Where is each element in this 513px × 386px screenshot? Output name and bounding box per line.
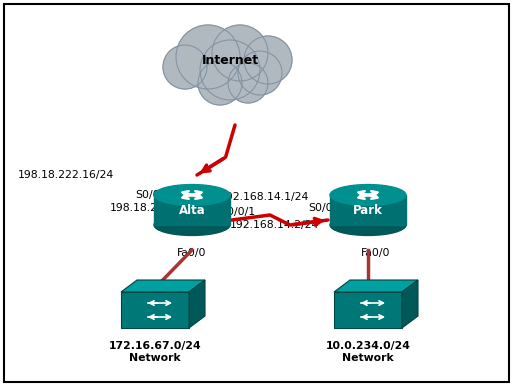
Polygon shape	[402, 280, 418, 328]
Circle shape	[200, 40, 260, 100]
Polygon shape	[121, 280, 205, 292]
Circle shape	[176, 25, 240, 89]
Bar	[154, 195, 230, 225]
Circle shape	[163, 45, 207, 89]
Ellipse shape	[154, 215, 230, 235]
Text: Network: Network	[342, 353, 394, 363]
Text: Internet: Internet	[202, 54, 259, 66]
Ellipse shape	[154, 185, 230, 205]
Polygon shape	[121, 292, 189, 328]
Polygon shape	[334, 292, 402, 328]
Text: Park: Park	[353, 203, 383, 217]
Ellipse shape	[330, 215, 406, 235]
Text: S0/0/0: S0/0/0	[308, 203, 343, 213]
Text: 198.18.222.16/24: 198.18.222.16/24	[18, 170, 114, 180]
Circle shape	[198, 61, 242, 105]
Polygon shape	[334, 280, 418, 292]
Text: 192.168.14.2/24: 192.168.14.2/24	[230, 220, 320, 230]
Circle shape	[244, 36, 292, 84]
Text: S0/0/1: S0/0/1	[220, 207, 255, 217]
Ellipse shape	[330, 185, 406, 205]
Text: 192.168.14.1/24: 192.168.14.1/24	[220, 192, 309, 202]
Text: Fa0/0: Fa0/0	[361, 248, 391, 258]
Bar	[330, 195, 406, 225]
Circle shape	[238, 51, 282, 95]
Text: Alta: Alta	[179, 203, 205, 217]
Circle shape	[228, 63, 268, 103]
Text: Fa0/0: Fa0/0	[177, 248, 207, 258]
Polygon shape	[189, 280, 205, 328]
Text: 198.18.222.15/24: 198.18.222.15/24	[110, 203, 206, 213]
Circle shape	[212, 25, 268, 81]
Text: S0/0/0: S0/0/0	[135, 190, 170, 200]
Text: Network: Network	[129, 353, 181, 363]
Text: 172.16.67.0/24: 172.16.67.0/24	[109, 341, 201, 351]
Text: 10.0.234.0/24: 10.0.234.0/24	[326, 341, 410, 351]
